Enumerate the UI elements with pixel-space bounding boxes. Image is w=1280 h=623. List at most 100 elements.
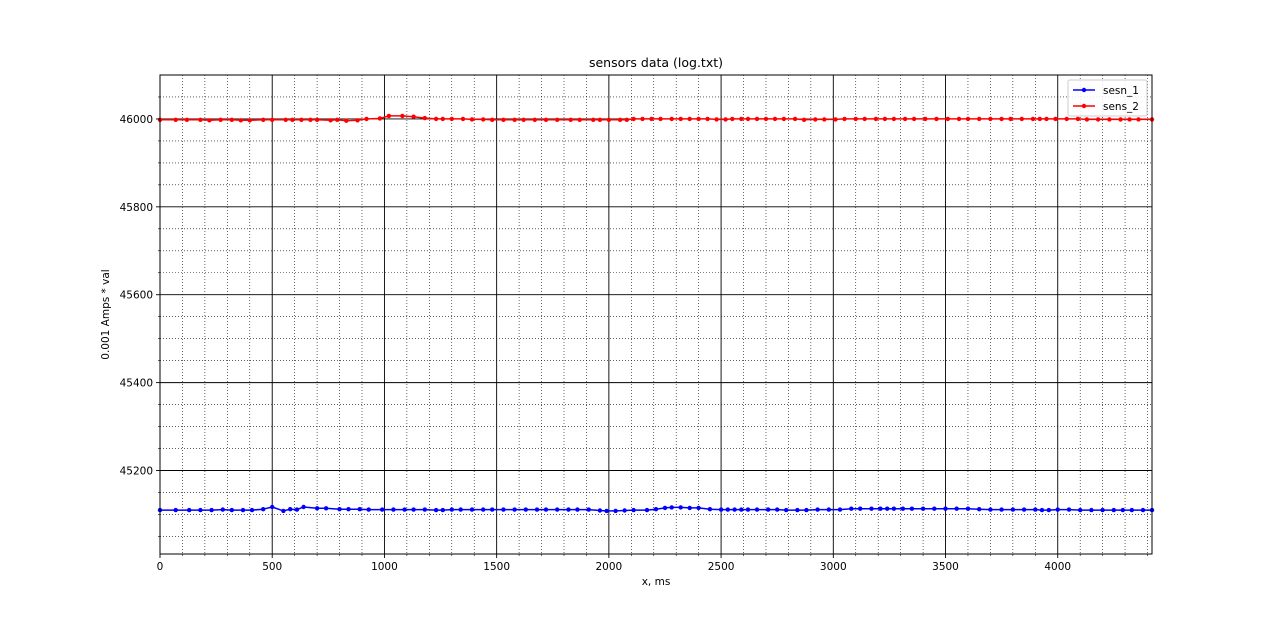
data-point	[644, 507, 650, 513]
data-point	[532, 117, 537, 123]
data-point	[422, 115, 427, 121]
data-point	[1066, 507, 1072, 512]
data-point	[283, 117, 288, 123]
data-point	[730, 116, 735, 122]
data-point	[909, 506, 915, 511]
data-point	[658, 116, 663, 122]
data-point	[566, 507, 571, 512]
data-point	[440, 507, 445, 513]
data-point	[1037, 116, 1043, 122]
y-tick-label: 45200	[120, 466, 153, 478]
data-point	[613, 508, 618, 514]
data-point	[249, 507, 255, 513]
legend-box	[1067, 79, 1148, 117]
data-point	[822, 117, 827, 122]
x-tick-label: 500	[262, 561, 282, 573]
data-point	[314, 117, 320, 123]
series-sens-2	[157, 113, 1155, 123]
data-point	[261, 507, 266, 512]
data-point	[920, 506, 926, 511]
data-point	[270, 504, 275, 510]
data-point	[512, 117, 517, 123]
data-point	[631, 116, 636, 122]
data-point	[813, 117, 818, 122]
y-axis-label: 0.001 Amps * val	[100, 269, 112, 359]
x-tick-label: 2000	[596, 561, 623, 573]
data-point	[837, 507, 843, 512]
data-point	[718, 507, 724, 512]
data-point	[1100, 507, 1105, 513]
data-point	[977, 507, 982, 512]
data-point	[775, 507, 780, 512]
data-point	[784, 507, 789, 513]
data-point	[1019, 116, 1024, 122]
data-point	[1111, 507, 1117, 513]
series-line	[160, 115, 1152, 122]
data-point	[209, 507, 214, 513]
data-point	[1107, 117, 1112, 122]
data-point	[766, 507, 771, 512]
data-point	[678, 505, 683, 510]
data-point	[411, 114, 416, 119]
legend-marker-sesn-1	[1081, 87, 1087, 93]
data-point	[490, 117, 495, 123]
data-point	[943, 506, 948, 511]
data-point	[923, 116, 928, 122]
data-point	[945, 116, 950, 122]
data-point	[754, 116, 760, 122]
data-point	[669, 116, 674, 122]
data-point	[198, 117, 203, 123]
data-point	[1078, 507, 1083, 513]
data-point	[842, 116, 847, 122]
x-axis-label: x, ms	[642, 576, 671, 588]
data-point	[220, 507, 225, 512]
data-point	[288, 507, 293, 512]
data-point	[207, 118, 212, 123]
data-point	[523, 507, 528, 512]
data-point	[481, 117, 486, 122]
data-point	[355, 118, 360, 123]
data-point	[328, 118, 333, 123]
data-point	[458, 507, 463, 512]
y-tick-label: 46000	[120, 114, 153, 126]
data-point	[999, 116, 1004, 122]
x-tick-label: 3000	[820, 561, 847, 573]
data-point	[725, 507, 730, 512]
data-point	[575, 507, 580, 512]
data-point	[346, 507, 351, 512]
data-point	[669, 505, 674, 510]
series-line	[160, 506, 1152, 512]
data-point	[745, 116, 751, 122]
data-point	[335, 117, 340, 123]
x-tick-label: 1500	[483, 561, 510, 573]
data-point	[521, 117, 526, 123]
data-point	[662, 505, 668, 511]
data-point	[270, 117, 275, 123]
data-point	[869, 506, 874, 511]
legend-marker-sens-2	[1081, 103, 1087, 109]
data-point	[1129, 507, 1135, 513]
data-point	[1140, 507, 1146, 513]
data-point	[301, 504, 306, 510]
chart-title: sensors data (log.txt)	[589, 55, 723, 70]
data-point	[956, 116, 962, 122]
data-point	[377, 116, 383, 121]
x-tick-label: 0	[157, 561, 164, 573]
data-point	[543, 117, 549, 123]
data-point	[826, 507, 831, 512]
data-point	[696, 116, 701, 122]
data-point	[314, 506, 320, 511]
data-point	[1046, 507, 1052, 513]
data-point	[449, 507, 454, 512]
data-point	[534, 507, 540, 512]
data-point	[862, 116, 867, 122]
data-point	[1044, 116, 1049, 122]
data-point	[833, 117, 838, 122]
data-point	[1089, 507, 1094, 513]
data-point	[299, 117, 304, 123]
data-point	[597, 117, 603, 123]
data-point	[707, 507, 713, 512]
x-tick-label: 2500	[708, 561, 735, 573]
data-point	[290, 117, 295, 123]
data-point	[624, 117, 629, 123]
